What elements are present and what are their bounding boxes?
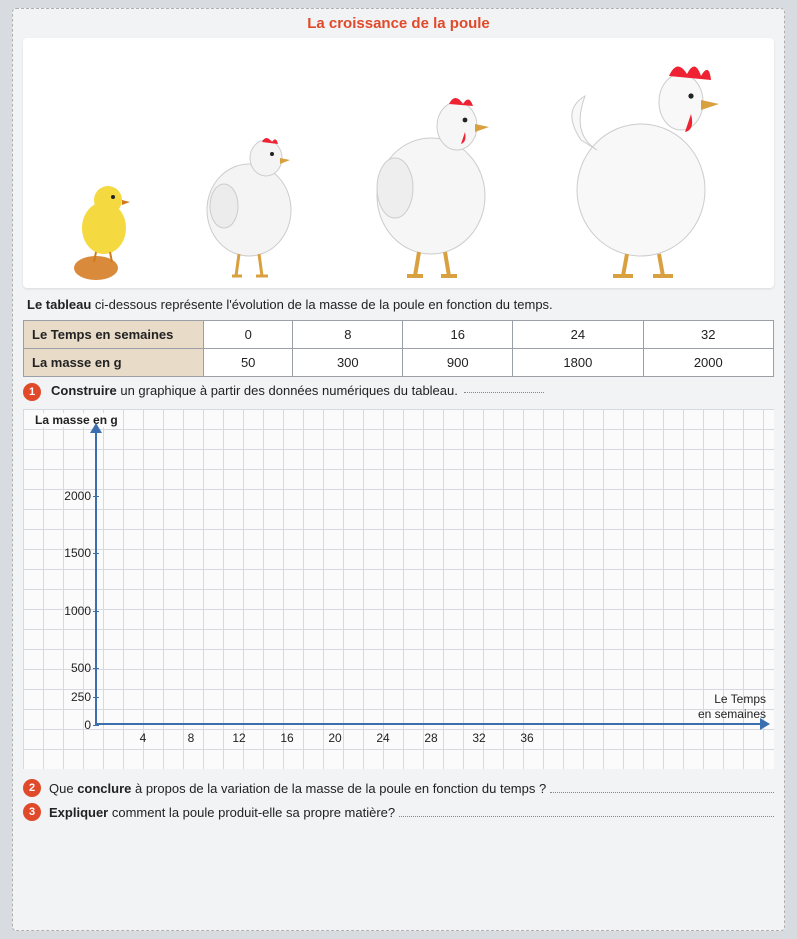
data-table: Le Temps en semaines 0 8 16 24 32 La mas… xyxy=(23,320,774,377)
y-axis-line xyxy=(95,429,97,725)
stage-young-hen xyxy=(184,110,314,280)
dotted-line xyxy=(550,783,774,793)
x-axis-title: Le Temps en semaines xyxy=(698,692,766,721)
table-cell: 300 xyxy=(293,349,403,377)
table-cell: 32 xyxy=(643,321,773,349)
instruction-1: 1 Construire un graphique à partir des d… xyxy=(23,383,774,401)
table-caption: Le tableau ci-dessous représente l'évolu… xyxy=(27,296,770,314)
caption-text: ci-dessous représente l'évolution de la … xyxy=(91,297,552,312)
x-tick: 36 xyxy=(520,731,533,745)
instr-text: un graphique à partir des données numéri… xyxy=(117,383,458,398)
dotted-line xyxy=(464,383,544,393)
x-tick: 16 xyxy=(280,731,293,745)
q2-text: à propos de la variation de la masse de … xyxy=(131,781,546,796)
x-tick: 32 xyxy=(472,731,485,745)
worksheet-page: La croissance de la poule xyxy=(12,8,785,931)
table-cell: 8 xyxy=(293,321,403,349)
y-tick: 250 xyxy=(43,690,91,704)
y-axis-title: La masse en g xyxy=(31,413,122,427)
row-header-time: Le Temps en semaines xyxy=(24,321,204,349)
y-tick: 1000 xyxy=(43,604,91,618)
q2-bold: conclure xyxy=(77,781,131,796)
y-tick: 2000 xyxy=(43,489,91,503)
bullet-3: 3 xyxy=(23,803,41,821)
bullet-2: 2 xyxy=(23,779,41,797)
x-tick: 28 xyxy=(424,731,437,745)
question-2: 2 Que conclure à propos de la variation … xyxy=(23,779,774,797)
table-cell: 1800 xyxy=(513,349,643,377)
table-cell: 0 xyxy=(204,321,293,349)
x-tick: 4 xyxy=(140,731,147,745)
caption-bold: Le tableau xyxy=(27,297,91,312)
x-tick: 20 xyxy=(328,731,341,745)
table-cell: 16 xyxy=(403,321,513,349)
growth-illustration xyxy=(23,38,774,288)
q3-text: comment la poule produit-elle sa propre … xyxy=(108,805,395,820)
y-tick: 0 xyxy=(43,718,91,732)
table-cell: 900 xyxy=(403,349,513,377)
x-tick: 24 xyxy=(376,731,389,745)
y-tick: 500 xyxy=(43,661,91,675)
chart-grid xyxy=(23,409,774,769)
x-tick: 8 xyxy=(188,731,195,745)
instr-bold: Construire xyxy=(51,383,117,398)
row-header-mass: La masse en g xyxy=(24,349,204,377)
stage-hen xyxy=(353,70,513,280)
y-tick: 1500 xyxy=(43,546,91,560)
stage-rooster xyxy=(551,40,741,280)
bullet-1: 1 xyxy=(23,383,41,401)
q3-bold: Expliquer xyxy=(49,805,108,820)
table-cell: 2000 xyxy=(643,349,773,377)
x-tick: 12 xyxy=(232,731,245,745)
page-title: La croissance de la poule xyxy=(23,15,774,32)
empty-chart: La masse en g Le Temps en semaines 2000 … xyxy=(23,409,774,769)
stage-chick xyxy=(56,170,146,280)
table-row-time: Le Temps en semaines 0 8 16 24 32 xyxy=(24,321,774,349)
dotted-line xyxy=(399,807,774,817)
table-row-mass: La masse en g 50 300 900 1800 2000 xyxy=(24,349,774,377)
table-cell: 50 xyxy=(204,349,293,377)
table-cell: 24 xyxy=(513,321,643,349)
question-3: 3 Expliquer comment la poule produit-ell… xyxy=(23,803,774,821)
x-axis-line xyxy=(95,723,764,725)
